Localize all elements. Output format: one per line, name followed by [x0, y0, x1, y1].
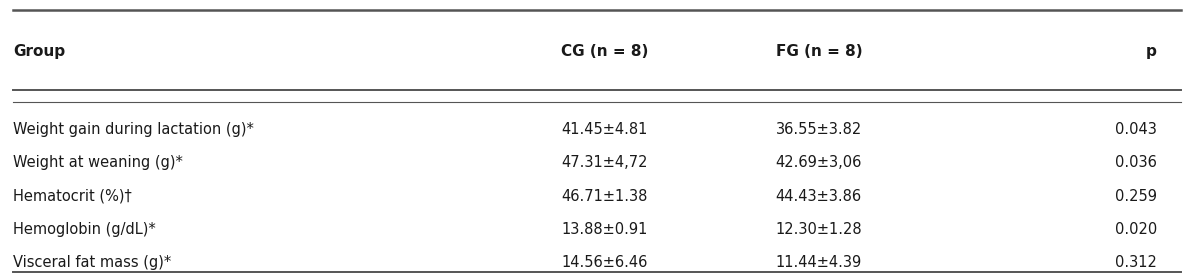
Text: 0.020: 0.020: [1115, 222, 1157, 237]
Text: FG (n = 8): FG (n = 8): [776, 44, 862, 59]
Text: 46.71±1.38: 46.71±1.38: [561, 189, 647, 204]
Text: p: p: [1146, 44, 1157, 59]
Text: 36.55±3.82: 36.55±3.82: [776, 122, 862, 137]
Text: Weight gain during lactation (g)*: Weight gain during lactation (g)*: [13, 122, 254, 137]
Text: Visceral fat mass (g)*: Visceral fat mass (g)*: [13, 255, 172, 270]
Text: 11.44±4.39: 11.44±4.39: [776, 255, 862, 270]
Text: 41.45±4.81: 41.45±4.81: [561, 122, 647, 137]
Text: 0.259: 0.259: [1115, 189, 1157, 204]
Text: 44.43±3.86: 44.43±3.86: [776, 189, 862, 204]
Text: 12.30±1.28: 12.30±1.28: [776, 222, 862, 237]
Text: 0.043: 0.043: [1115, 122, 1157, 137]
Text: 0.312: 0.312: [1115, 255, 1157, 270]
Text: CG (n = 8): CG (n = 8): [561, 44, 648, 59]
Text: 14.56±6.46: 14.56±6.46: [561, 255, 647, 270]
Text: 42.69±3,06: 42.69±3,06: [776, 155, 862, 170]
Text: 47.31±4,72: 47.31±4,72: [561, 155, 648, 170]
Text: Group: Group: [13, 44, 66, 59]
Text: 13.88±0.91: 13.88±0.91: [561, 222, 647, 237]
Text: 0.036: 0.036: [1115, 155, 1157, 170]
Text: Hemoglobin (g/dL)*: Hemoglobin (g/dL)*: [13, 222, 156, 237]
Text: Hematocrit (%)†: Hematocrit (%)†: [13, 189, 133, 204]
Text: Weight at weaning (g)*: Weight at weaning (g)*: [13, 155, 183, 170]
